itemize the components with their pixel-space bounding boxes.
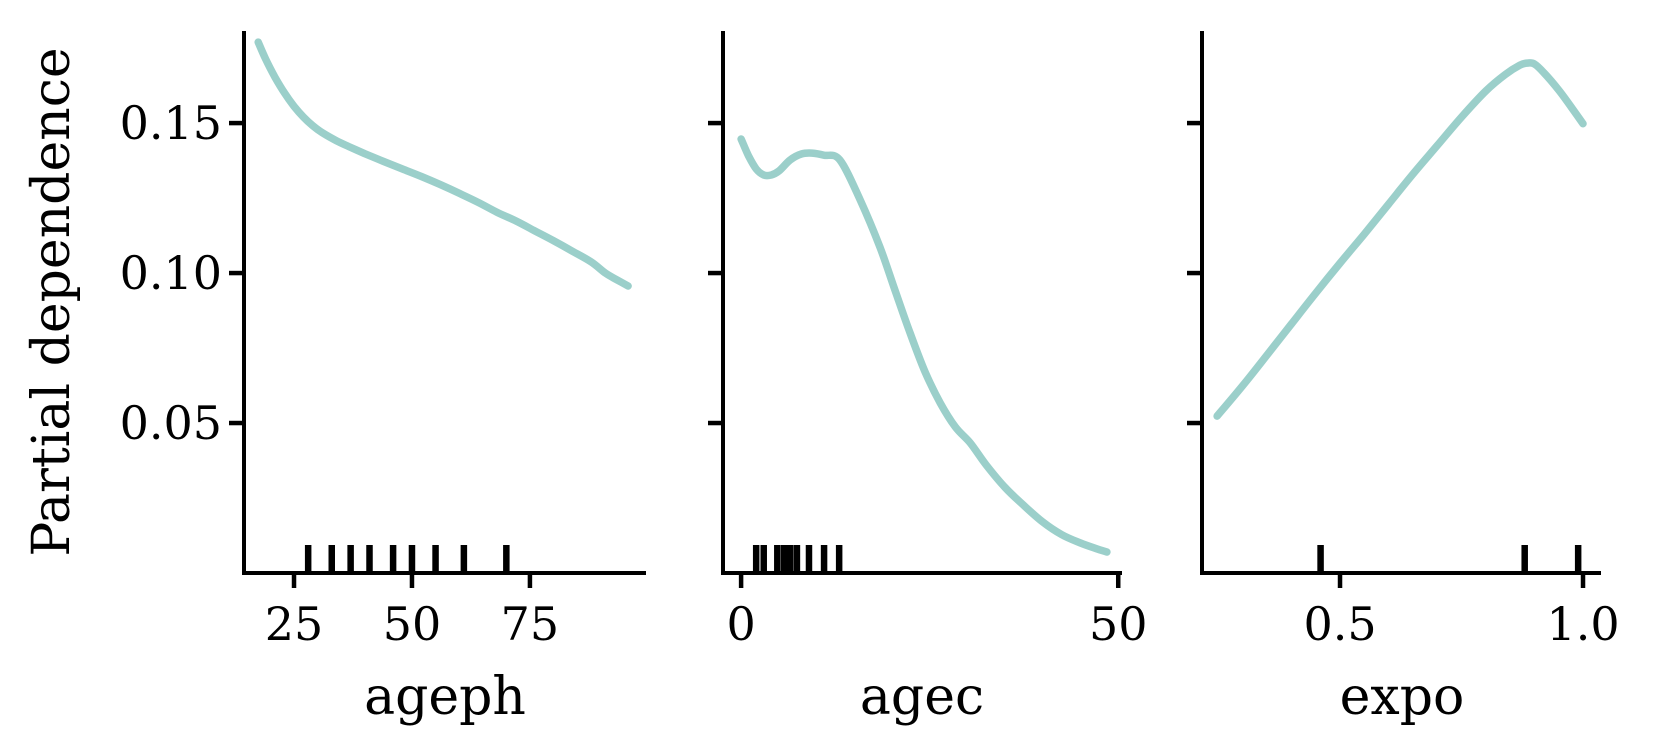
panel-expo (1187, 31, 1601, 588)
x-axis-label-ageph: ageph (364, 667, 526, 727)
y-tick-label: 0.10 (119, 246, 222, 301)
y-tick-label: 0.05 (119, 396, 222, 451)
y-tick-label: 0.15 (119, 96, 222, 151)
x-tick-label: 0 (726, 597, 756, 651)
pdp-curve-ageph (254, 38, 632, 290)
x-tick-label: 0.5 (1303, 597, 1377, 651)
panel-agec (708, 31, 1122, 588)
y-axis-label: Partial dependence (22, 47, 82, 557)
panel-ageph (229, 31, 646, 588)
x-axis-label-agec: agec (859, 667, 985, 727)
pdp-curve-expo (1213, 59, 1587, 420)
pdp-curve-agec (737, 135, 1111, 556)
x-tick-label: 50 (1088, 597, 1148, 651)
x-tick-label: 25 (264, 597, 324, 651)
x-axis-label-expo: expo (1339, 667, 1465, 727)
x-tick-label: 75 (500, 597, 560, 651)
x-tick-label: 1.0 (1546, 597, 1620, 651)
x-tick-label: 50 (382, 597, 442, 651)
